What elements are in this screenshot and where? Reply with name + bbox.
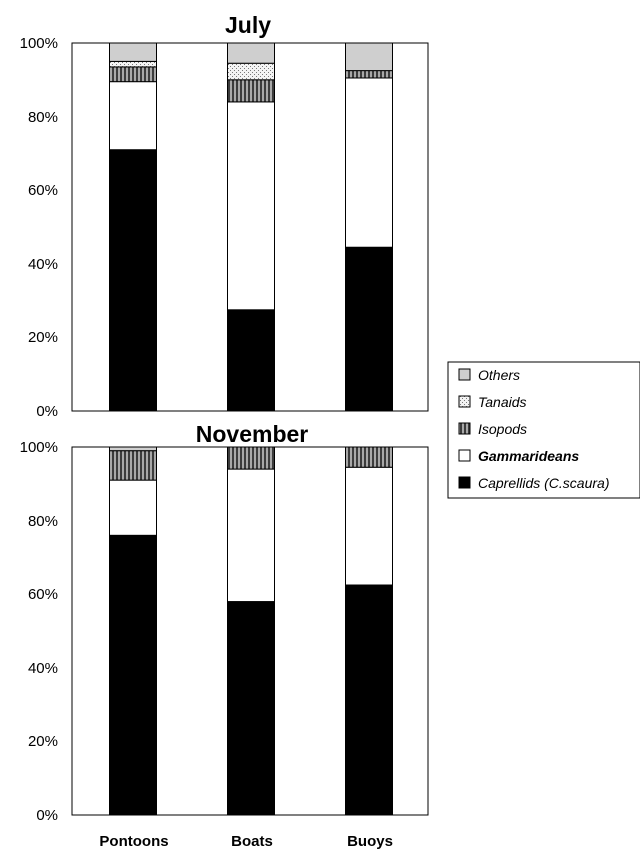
legend-item-tanaids: Tanaids xyxy=(458,394,527,410)
plot-frame-november xyxy=(71,446,429,816)
bar-segment-pontoons-gammarideans xyxy=(109,479,157,536)
legend-box xyxy=(447,361,640,499)
legend-swatch-gammarideans xyxy=(458,449,471,462)
legend-swatch-tanaids xyxy=(458,395,471,408)
legend-swatch-caprellids xyxy=(458,476,471,489)
bar-segment-buoys-caprellids-c-scaura xyxy=(345,246,393,412)
bars-november xyxy=(109,446,393,816)
y-tick-label: 20% xyxy=(28,329,58,346)
y-tick-label: 0% xyxy=(36,807,58,824)
legend-label-gammarideans: Gammarideans xyxy=(478,448,579,464)
y-tick-label: 100% xyxy=(20,439,58,456)
legend-swatch-others xyxy=(458,368,471,381)
legend: Others Tanaids Isopods Gammarideans Capr… xyxy=(447,361,640,499)
y-tick-label: 60% xyxy=(28,586,58,603)
bar-segment-buoys-isopods xyxy=(345,70,393,79)
legend-swatch-isopods xyxy=(458,422,471,435)
y-tick-label: 20% xyxy=(28,733,58,750)
y-axis-ticks-november: 100% 80% 60% 40% 20% 0% xyxy=(20,439,58,824)
y-axis-ticks-july: 100% 80% 60% 40% 20% 0% xyxy=(20,35,58,420)
bar-segment-pontoons-others xyxy=(109,42,157,62)
y-tick-label: 0% xyxy=(36,403,58,420)
legend-label-others: Others xyxy=(478,367,520,383)
bar-segment-boats-gammarideans xyxy=(227,101,275,311)
legend-item-isopods: Isopods xyxy=(458,421,527,437)
bar-segment-pontoons-caprellids-c-scaura xyxy=(109,149,157,412)
bar-segment-pontoons-caprellids-c-scaura xyxy=(109,534,157,816)
bar-segment-boats-isopods xyxy=(227,79,275,103)
bar-segment-boats-tanaids xyxy=(227,62,275,81)
plot-frame-july xyxy=(71,42,429,412)
bar-segment-pontoons-isopods xyxy=(109,450,157,481)
legend-label-tanaids: Tanaids xyxy=(478,394,527,410)
bar-segment-pontoons-isopods xyxy=(109,66,157,83)
y-tick-label: 40% xyxy=(28,660,58,677)
x-tick-label-buoys: Buoys xyxy=(347,833,393,850)
x-tick-label-pontoons: Pontoons xyxy=(99,833,168,850)
bar-segment-buoys-caprellids-c-scaura xyxy=(345,584,393,816)
bar-segment-pontoons-tanaids xyxy=(109,60,157,68)
panel-title-july: July xyxy=(225,12,271,38)
legend-label-isopods: Isopods xyxy=(478,421,527,437)
bar-segment-boats-caprellids-c-scaura xyxy=(227,601,275,816)
y-tick-label: 100% xyxy=(20,35,58,52)
bar-segment-buoys-isopods xyxy=(345,446,393,468)
x-axis-categories: Pontoons Boats Buoys xyxy=(99,833,393,850)
bar-segment-pontoons-gammarideans xyxy=(109,81,157,151)
bar-segment-boats-isopods xyxy=(227,446,275,470)
panel-title-november: November xyxy=(196,421,309,447)
y-tick-label: 60% xyxy=(28,182,58,199)
legend-item-caprellids: Caprellids (C.scaura) xyxy=(458,475,609,491)
y-tick-label: 80% xyxy=(28,513,58,530)
bar-segment-pontoons-others xyxy=(109,446,157,452)
x-tick-label-boats: Boats xyxy=(231,833,273,850)
bar-segment-buoys-others xyxy=(345,42,393,72)
bar-segment-buoys-gammarideans xyxy=(345,77,393,248)
bars-july xyxy=(109,42,393,412)
bar-segment-boats-caprellids-c-scaura xyxy=(227,309,275,412)
chart-panel-july: July 100% 80% 60% 40% 20% 0% xyxy=(20,12,429,420)
legend-item-others: Others xyxy=(458,367,520,383)
bar-segment-buoys-gammarideans xyxy=(345,466,393,586)
bar-segment-boats-gammarideans xyxy=(227,468,275,603)
bar-segment-boats-others xyxy=(227,42,275,64)
chart-panel-november: 100% 80% 60% 40% 20% 0% November xyxy=(20,421,429,824)
y-tick-label: 80% xyxy=(28,109,58,126)
legend-label-caprellids: Caprellids (C.scaura) xyxy=(478,475,609,491)
legend-item-gammarideans: Gammarideans xyxy=(458,448,579,464)
y-tick-label: 40% xyxy=(28,256,58,273)
